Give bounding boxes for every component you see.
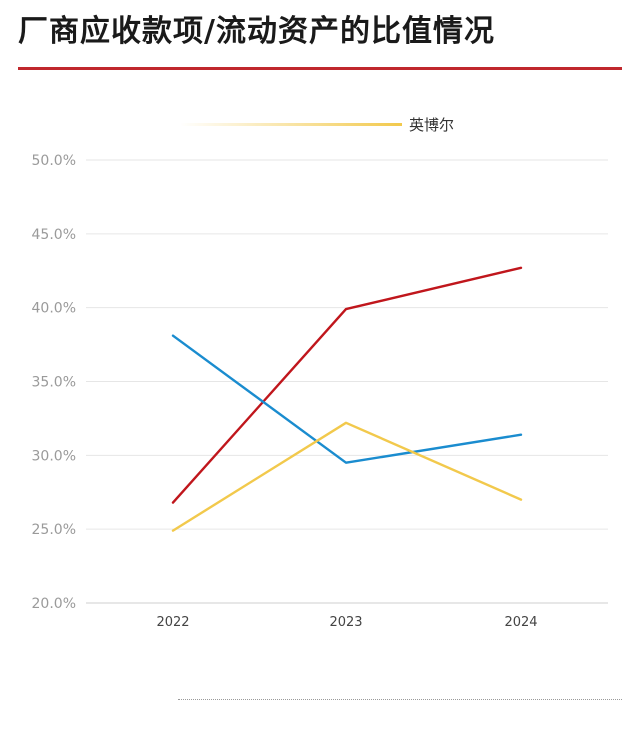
y-tick-label: 30.0% — [32, 448, 76, 464]
page-title: 厂商应收款项/流动资产的比值情况 — [18, 14, 495, 49]
x-tick-label: 2024 — [504, 615, 537, 630]
series-line-yellow — [171, 421, 523, 532]
series-line-red — [171, 266, 523, 504]
y-axis-ticks: 20.0% 25.0% 30.0% 35.0% 40.0% 45.0% 50.0% — [32, 153, 76, 612]
x-tick-label: 2023 — [329, 615, 362, 630]
y-tick-label: 45.0% — [32, 227, 76, 243]
legend-label: 英博尔 — [409, 116, 454, 134]
x-tick-label: 2022 — [156, 615, 189, 630]
series-line-blue — [171, 334, 523, 464]
y-tick-label: 50.0% — [32, 153, 76, 169]
legend: 英博尔 — [180, 116, 454, 134]
y-tick-label: 35.0% — [32, 375, 76, 391]
grid-lines — [86, 159, 608, 604]
bottom-divider — [178, 699, 622, 700]
title-divider — [18, 67, 622, 70]
series-lines — [171, 266, 523, 532]
x-axis-ticks: 2022 2023 2024 — [156, 615, 537, 630]
y-tick-label: 20.0% — [32, 596, 76, 612]
y-tick-label: 25.0% — [32, 522, 76, 538]
y-tick-label: 40.0% — [32, 301, 76, 317]
legend-swatch — [180, 123, 402, 126]
